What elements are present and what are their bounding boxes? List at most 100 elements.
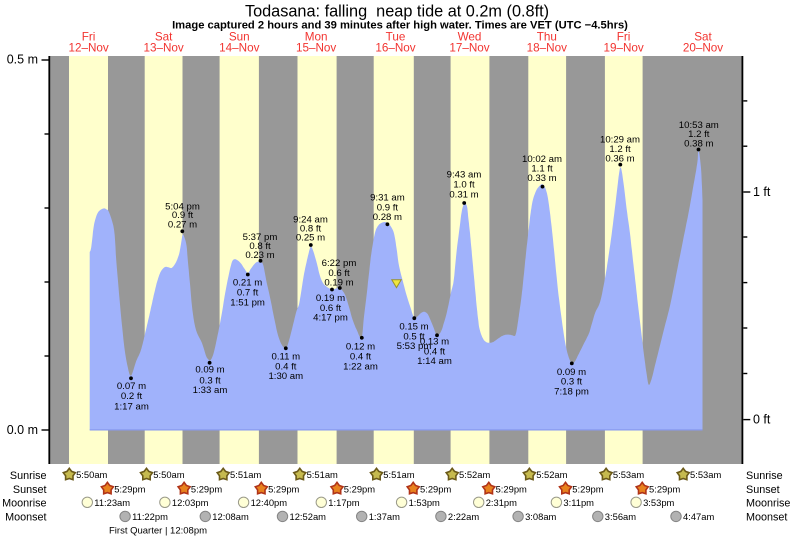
svg-text:5:52am: 5:52am bbox=[536, 469, 567, 480]
svg-text:12:52am: 12:52am bbox=[290, 511, 327, 522]
svg-text:9:24 am: 9:24 am bbox=[293, 214, 328, 225]
svg-text:5:29pm: 5:29pm bbox=[572, 483, 603, 494]
svg-text:0.12 m: 0.12 m bbox=[346, 341, 375, 352]
svg-text:5:29pm: 5:29pm bbox=[420, 483, 451, 494]
svg-text:0.0 m: 0.0 m bbox=[7, 423, 38, 437]
svg-text:0.8 ft: 0.8 ft bbox=[300, 223, 322, 234]
svg-text:Sat: Sat bbox=[694, 31, 712, 44]
svg-text:Tue: Tue bbox=[386, 31, 406, 44]
svg-text:0.2 ft: 0.2 ft bbox=[121, 391, 143, 402]
svg-text:5:51am: 5:51am bbox=[383, 469, 414, 480]
svg-text:5:29pm: 5:29pm bbox=[268, 483, 299, 494]
svg-text:12–Nov: 12–Nov bbox=[68, 42, 108, 55]
svg-text:0.33 m: 0.33 m bbox=[527, 173, 556, 184]
svg-text:7:18 pm: 7:18 pm bbox=[554, 387, 589, 398]
svg-text:9:43 am: 9:43 am bbox=[447, 169, 482, 180]
svg-text:Wed: Wed bbox=[458, 31, 482, 44]
svg-text:0.5 ft: 0.5 ft bbox=[403, 332, 425, 343]
svg-text:1.0 ft: 1.0 ft bbox=[453, 179, 475, 190]
svg-text:0.19 m: 0.19 m bbox=[324, 278, 353, 289]
svg-text:0.4 ft: 0.4 ft bbox=[350, 351, 372, 362]
svg-text:5:29pm: 5:29pm bbox=[114, 483, 145, 494]
svg-text:Sunrise: Sunrise bbox=[746, 470, 783, 482]
svg-text:2:31pm: 2:31pm bbox=[486, 497, 517, 508]
svg-text:10:02 am: 10:02 am bbox=[522, 154, 562, 165]
svg-text:0.6 ft: 0.6 ft bbox=[328, 268, 350, 279]
svg-text:3:08am: 3:08am bbox=[525, 511, 556, 522]
svg-text:1:33 am: 1:33 am bbox=[193, 385, 228, 396]
svg-text:Mon: Mon bbox=[305, 31, 328, 44]
svg-text:10:29 am: 10:29 am bbox=[600, 134, 640, 145]
svg-text:5:29pm: 5:29pm bbox=[649, 483, 680, 494]
svg-text:18–Nov: 18–Nov bbox=[527, 42, 567, 55]
svg-text:12:40pm: 12:40pm bbox=[251, 497, 288, 508]
svg-text:0.7 ft: 0.7 ft bbox=[237, 287, 259, 298]
svg-text:0.13 m: 0.13 m bbox=[420, 337, 449, 348]
svg-text:5:53am: 5:53am bbox=[613, 469, 644, 480]
svg-text:Todasana: falling neap tide a: Todasana: falling neap tide at 0.2m (0.8… bbox=[245, 3, 549, 21]
svg-text:12:08am: 12:08am bbox=[212, 511, 249, 522]
svg-text:Sunset: Sunset bbox=[13, 484, 47, 496]
svg-text:0 ft: 0 ft bbox=[753, 413, 771, 427]
svg-text:5:04 pm: 5:04 pm bbox=[165, 201, 200, 212]
svg-text:5:51am: 5:51am bbox=[307, 469, 338, 480]
svg-text:0.21 m: 0.21 m bbox=[233, 277, 262, 288]
svg-text:14–Nov: 14–Nov bbox=[219, 42, 259, 55]
svg-text:1:17pm: 1:17pm bbox=[328, 497, 359, 508]
svg-text:13–Nov: 13–Nov bbox=[143, 42, 183, 55]
svg-text:0.3 ft: 0.3 ft bbox=[199, 376, 221, 387]
svg-text:0.5 m: 0.5 m bbox=[7, 53, 38, 67]
svg-text:1:22 am: 1:22 am bbox=[343, 361, 378, 372]
svg-text:9:31 am: 9:31 am bbox=[370, 193, 405, 204]
svg-text:3:11pm: 3:11pm bbox=[563, 497, 594, 508]
svg-text:11:23am: 11:23am bbox=[94, 497, 130, 508]
svg-text:Moonset: Moonset bbox=[5, 512, 46, 524]
svg-text:Sun: Sun bbox=[229, 31, 250, 44]
svg-text:1.1 ft: 1.1 ft bbox=[531, 163, 553, 174]
svg-text:0.4 ft: 0.4 ft bbox=[424, 347, 446, 358]
svg-text:5:50am: 5:50am bbox=[153, 469, 184, 480]
svg-text:Image captured 2 hours and 39: Image captured 2 hours and 39 minutes af… bbox=[172, 20, 628, 32]
svg-text:11:22pm: 11:22pm bbox=[132, 511, 168, 522]
svg-text:6:22 pm: 6:22 pm bbox=[322, 258, 357, 269]
svg-text:First Quarter | 12:08pm: First Quarter | 12:08pm bbox=[109, 526, 207, 537]
svg-text:15–Nov: 15–Nov bbox=[296, 42, 336, 55]
svg-text:0.09 m: 0.09 m bbox=[195, 365, 224, 376]
svg-text:1:17 am: 1:17 am bbox=[114, 401, 149, 412]
svg-text:5:29pm: 5:29pm bbox=[191, 483, 222, 494]
svg-text:5:29pm: 5:29pm bbox=[496, 483, 527, 494]
svg-text:0.15 m: 0.15 m bbox=[399, 321, 428, 332]
svg-text:0.28 m: 0.28 m bbox=[373, 212, 402, 223]
svg-text:0.07 m: 0.07 m bbox=[117, 381, 146, 392]
svg-text:Moonset: Moonset bbox=[746, 512, 787, 524]
svg-text:0.27 m: 0.27 m bbox=[168, 220, 197, 231]
svg-text:20–Nov: 20–Nov bbox=[683, 42, 723, 55]
svg-text:19–Nov: 19–Nov bbox=[603, 42, 643, 55]
svg-text:0.38 m: 0.38 m bbox=[684, 139, 713, 150]
svg-text:5:51am: 5:51am bbox=[230, 469, 261, 480]
svg-text:1:53pm: 1:53pm bbox=[409, 497, 440, 508]
svg-text:0.4 ft: 0.4 ft bbox=[275, 361, 297, 372]
svg-text:1:37am: 1:37am bbox=[369, 511, 400, 522]
svg-text:10:53 am: 10:53 am bbox=[679, 120, 719, 131]
svg-text:17–Nov: 17–Nov bbox=[449, 42, 489, 55]
svg-text:5:53 pm: 5:53 pm bbox=[397, 341, 432, 352]
svg-text:1:14 am: 1:14 am bbox=[417, 356, 452, 367]
svg-text:5:50am: 5:50am bbox=[76, 469, 107, 480]
svg-text:Moonrise: Moonrise bbox=[746, 498, 790, 510]
svg-text:1:51 pm: 1:51 pm bbox=[230, 297, 265, 308]
svg-text:1 ft: 1 ft bbox=[753, 185, 771, 199]
svg-text:0.6 ft: 0.6 ft bbox=[320, 303, 342, 314]
svg-text:0.9 ft: 0.9 ft bbox=[377, 202, 399, 213]
svg-text:5:52am: 5:52am bbox=[459, 469, 490, 480]
svg-text:3:53pm: 3:53pm bbox=[643, 497, 674, 508]
svg-text:5:53am: 5:53am bbox=[690, 469, 721, 480]
svg-text:1:30 am: 1:30 am bbox=[268, 371, 303, 382]
svg-text:0.23 m: 0.23 m bbox=[245, 250, 274, 261]
svg-text:5:29pm: 5:29pm bbox=[344, 483, 375, 494]
svg-text:0.36 m: 0.36 m bbox=[605, 154, 634, 165]
svg-text:0.9 ft: 0.9 ft bbox=[172, 210, 194, 221]
svg-text:1.2 ft: 1.2 ft bbox=[609, 144, 631, 155]
svg-text:12:03pm: 12:03pm bbox=[172, 497, 209, 508]
svg-text:0.09 m: 0.09 m bbox=[557, 367, 586, 378]
